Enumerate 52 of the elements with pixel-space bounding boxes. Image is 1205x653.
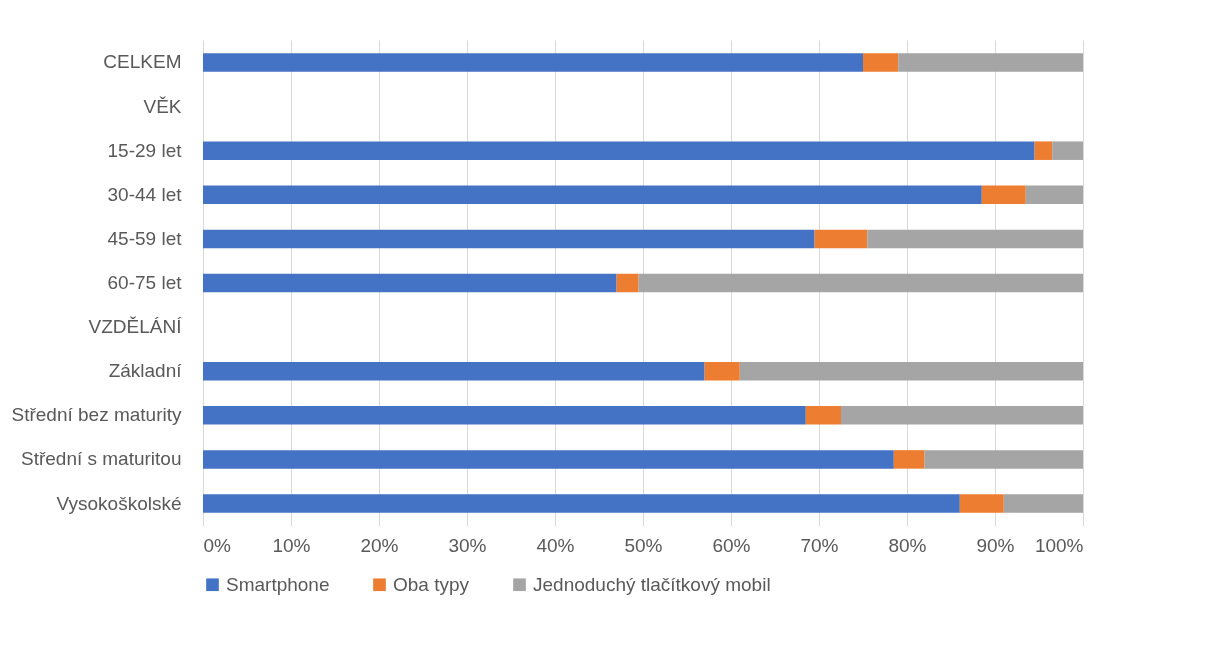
bar <box>638 273 1083 293</box>
x-tick-label: 80% <box>888 534 927 556</box>
x-tick-label: 90% <box>976 534 1015 556</box>
x-tick-label: 60% <box>712 534 751 556</box>
bar <box>893 450 925 469</box>
y-tick-label: Střední bez maturity <box>11 404 182 426</box>
bar <box>1034 141 1053 160</box>
y-tick-label: Vysokoškolské <box>56 492 182 514</box>
bar <box>616 273 639 293</box>
x-tick-label: 0% <box>203 534 232 556</box>
legend-label: Smartphone <box>226 573 330 595</box>
bar <box>924 450 1083 469</box>
x-tick-label: 100% <box>1034 534 1084 556</box>
bar <box>739 361 1083 381</box>
bar <box>959 494 1004 513</box>
legend-label: Jednoduchý tlačítkový mobil <box>533 573 771 595</box>
bar <box>805 406 841 425</box>
bar <box>203 450 894 469</box>
bar <box>841 406 1083 425</box>
bar <box>203 53 863 72</box>
y-tick-label: 15-29 let <box>107 139 183 161</box>
x-tick-label: 50% <box>624 534 663 556</box>
x-tick-label: 30% <box>448 534 487 556</box>
bar <box>203 406 806 425</box>
y-tick-label: CELKEM <box>103 51 182 73</box>
y-tick-label: Základní <box>108 360 183 382</box>
y-tick-label: 45-59 let <box>107 227 183 249</box>
y-tick-label: 60-75 let <box>107 272 183 293</box>
bar <box>203 141 1035 160</box>
x-tick-label: 40% <box>536 534 575 556</box>
bar <box>1003 494 1083 513</box>
y-tick-label: 30-44 let <box>107 183 183 205</box>
bar <box>203 273 617 293</box>
bar <box>1052 141 1083 160</box>
bar <box>203 229 815 249</box>
bar <box>1025 185 1083 205</box>
x-tick-label: 20% <box>360 534 399 556</box>
y-tick-label: VZDĚLÁNÍ <box>88 316 183 338</box>
bar <box>867 229 1083 249</box>
bar <box>704 361 740 381</box>
x-tick-label: 70% <box>800 534 839 556</box>
bar <box>898 53 1083 72</box>
bar <box>814 229 868 249</box>
x-tick-label: 10% <box>272 534 311 556</box>
y-tick-label: Střední s maturitou <box>20 448 182 470</box>
bar <box>981 185 1026 205</box>
bar <box>203 185 982 205</box>
y-tick-label: VĚK <box>143 95 182 117</box>
bar <box>203 361 705 381</box>
bar <box>203 494 960 513</box>
bar <box>863 53 899 72</box>
legend-label: Oba typy <box>393 573 470 595</box>
